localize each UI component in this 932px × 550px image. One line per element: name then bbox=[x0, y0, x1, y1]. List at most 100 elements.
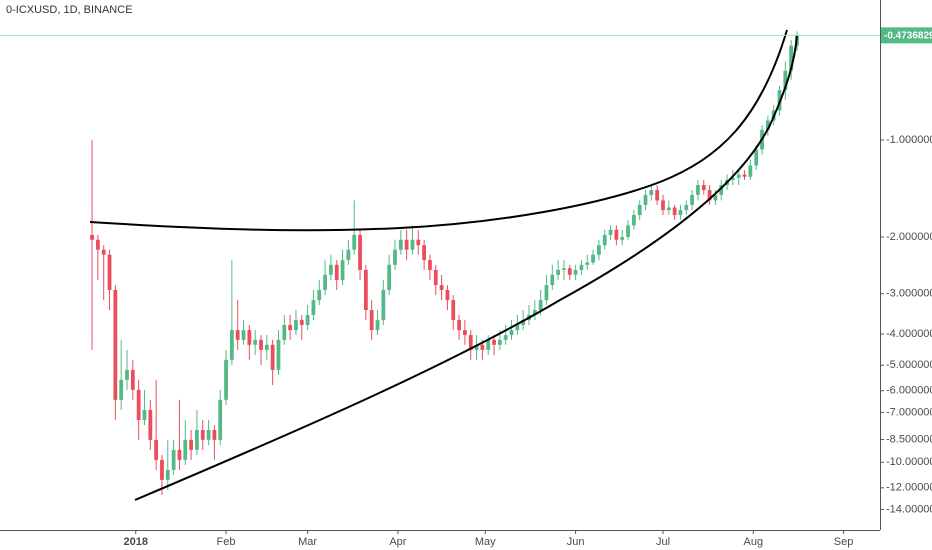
candle-body bbox=[323, 274, 327, 290]
candle-body bbox=[404, 239, 409, 250]
price-tag bbox=[881, 27, 932, 44]
candle-body bbox=[556, 269, 561, 275]
candle-body bbox=[521, 320, 526, 325]
candle-body bbox=[591, 254, 595, 263]
y-tick-label: -1.0000000 bbox=[886, 134, 932, 146]
candle-body bbox=[200, 430, 205, 440]
candle-body bbox=[515, 324, 520, 331]
candle-body bbox=[457, 320, 461, 331]
candle-body bbox=[101, 249, 106, 255]
candle-body bbox=[393, 249, 397, 265]
candle-body bbox=[369, 310, 374, 331]
candle-body bbox=[597, 245, 601, 255]
candle-body bbox=[195, 430, 199, 450]
candle-body bbox=[503, 335, 508, 340]
candle-body bbox=[375, 320, 380, 331]
y-tick-label: -14.0000000 bbox=[886, 503, 932, 515]
candle-body bbox=[229, 330, 234, 360]
candle-body bbox=[486, 339, 491, 350]
candle-body bbox=[783, 70, 788, 91]
candle-body bbox=[125, 369, 129, 380]
candle-body bbox=[282, 324, 287, 340]
candle-body bbox=[509, 330, 514, 336]
candle-body bbox=[352, 234, 357, 250]
x-tick-label: Aug bbox=[743, 536, 763, 548]
candle-body bbox=[171, 449, 176, 470]
candle-body bbox=[433, 269, 438, 286]
candle-body bbox=[585, 262, 590, 265]
candle-body bbox=[329, 264, 333, 275]
candle-body bbox=[294, 320, 298, 331]
candle-body bbox=[422, 245, 427, 261]
candle-body bbox=[666, 207, 671, 211]
candle-body bbox=[136, 389, 141, 420]
candle-body bbox=[637, 204, 642, 216]
candle-body bbox=[119, 379, 124, 400]
candle-body bbox=[113, 289, 118, 400]
candle-body bbox=[789, 45, 794, 71]
x-tick-label: Jul bbox=[656, 536, 670, 548]
candle-body bbox=[299, 320, 304, 325]
candle-body bbox=[439, 285, 444, 290]
candle-body bbox=[311, 300, 316, 315]
x-tick-label: 2018 bbox=[124, 536, 148, 548]
chart-title: 0-ICXUSD, 1D, BINANCE bbox=[6, 4, 133, 16]
candle-body bbox=[684, 204, 689, 211]
candle-body bbox=[142, 409, 147, 420]
candle-body bbox=[701, 185, 706, 191]
candle-body bbox=[719, 185, 724, 195]
candle-body bbox=[672, 207, 677, 216]
x-tick-label: Jun bbox=[567, 536, 585, 548]
candle-body bbox=[451, 300, 456, 321]
candle-body bbox=[649, 190, 654, 195]
candle-body bbox=[765, 120, 770, 130]
y-tick-label: -2.0000000 bbox=[886, 231, 932, 243]
candle-body bbox=[177, 449, 182, 460]
candle-body bbox=[264, 344, 269, 350]
candle-body bbox=[532, 310, 537, 315]
candle-body bbox=[468, 335, 473, 350]
candle-body bbox=[107, 254, 112, 290]
candle-body bbox=[602, 234, 607, 246]
lower-trend-curve bbox=[134, 34, 798, 501]
candle-body bbox=[678, 210, 683, 216]
candle-body bbox=[305, 314, 310, 325]
y-tick-label: -6.0000000 bbox=[886, 385, 932, 397]
candle-body bbox=[643, 194, 648, 205]
x-tick-label: Sep bbox=[834, 536, 854, 548]
candle-body bbox=[224, 359, 228, 400]
candle-body bbox=[218, 399, 223, 440]
candle-body bbox=[130, 369, 135, 390]
candle-body bbox=[497, 339, 502, 345]
candle-body bbox=[631, 215, 636, 226]
candle-body bbox=[562, 268, 566, 270]
candle-body bbox=[742, 174, 747, 177]
candle-body bbox=[731, 177, 735, 180]
y-tick-label: -5.0000000 bbox=[886, 359, 932, 371]
candle-body bbox=[416, 239, 421, 246]
candle-body bbox=[544, 285, 549, 301]
candle-body bbox=[154, 439, 159, 460]
candle-body bbox=[183, 439, 188, 460]
candle-body bbox=[259, 339, 263, 350]
upper-trend-curve bbox=[89, 29, 788, 232]
candle-body bbox=[492, 339, 496, 345]
candle-body bbox=[696, 185, 700, 195]
y-tick-label: -10.0000000 bbox=[886, 456, 932, 468]
candle-body bbox=[573, 269, 578, 275]
price-tag-label: -0.4736829 bbox=[884, 31, 932, 42]
y-tick-label: -8.5000000 bbox=[886, 433, 932, 445]
candle-body bbox=[276, 339, 281, 370]
trend-lines bbox=[89, 29, 798, 501]
candle-body bbox=[270, 344, 275, 370]
candle-body bbox=[620, 237, 625, 240]
candle-body bbox=[340, 260, 345, 281]
candle-body bbox=[288, 324, 293, 331]
candle-body bbox=[736, 174, 741, 178]
y-tick-label: -4.0000000 bbox=[886, 328, 932, 340]
candle-body bbox=[90, 234, 94, 240]
candle-body bbox=[474, 344, 479, 350]
y-tick-label: -7.0000000 bbox=[886, 406, 932, 418]
